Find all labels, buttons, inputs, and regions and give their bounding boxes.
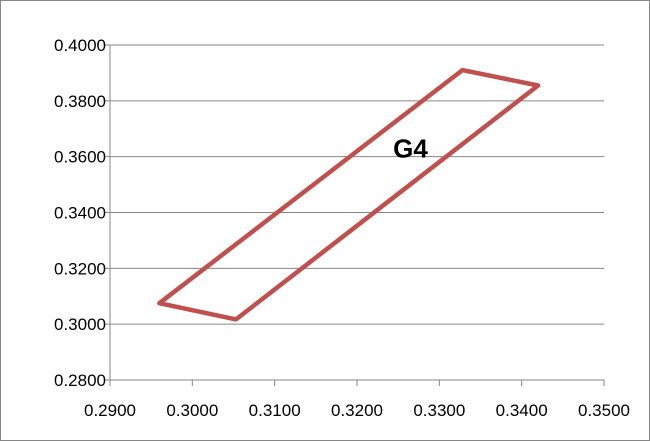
x-tick-labels: 0.2900 0.3000 0.3100 0.3200 0.3300 0.3400 0.35… <box>84 401 630 420</box>
y-tick-label: 0.4000 <box>54 36 106 55</box>
x-tick-label: 0.3300 <box>413 401 465 420</box>
annotations: G4 <box>393 133 428 163</box>
axes <box>104 44 605 386</box>
y-tick-label: 0.3000 <box>54 315 106 334</box>
y-tick-label: 0.3200 <box>54 259 106 278</box>
x-tick-label: 0.3400 <box>496 401 548 420</box>
y-tick-label: 0.3800 <box>54 92 106 111</box>
x-tick-label: 0.2900 <box>84 401 136 420</box>
series-line-g4 <box>157 67 541 322</box>
series-group <box>157 67 541 322</box>
region-label-g4: G4 <box>393 133 428 163</box>
y-tick-label: 0.3400 <box>54 204 106 223</box>
x-tick-label: 0.3000 <box>166 401 218 420</box>
x-tick-label: 0.3200 <box>331 401 383 420</box>
y-tick-labels: 0.2800 0.3000 0.3200 0.3400 0.3600 0.3800 0.40… <box>54 36 106 390</box>
x-tick-label: 0.3100 <box>249 401 301 420</box>
y-tick-label: 0.2800 <box>54 371 106 390</box>
grid-lines <box>110 44 604 325</box>
y-tick-label: 0.3600 <box>54 148 106 167</box>
x-tick-label: 0.3500 <box>578 401 630 420</box>
